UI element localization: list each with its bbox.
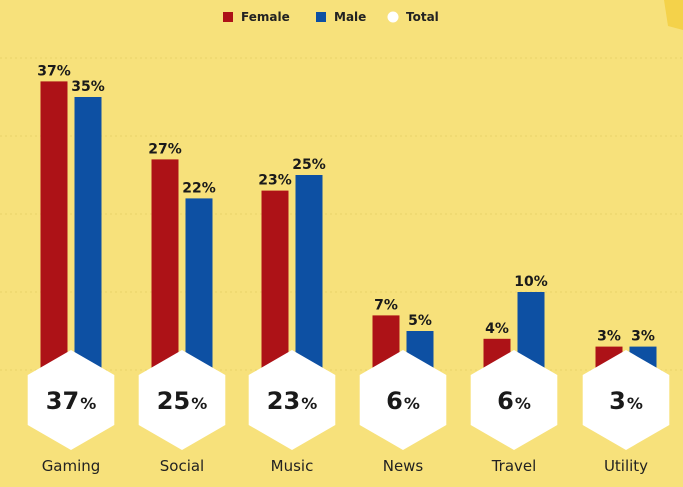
category-label-travel: Travel [491, 457, 537, 475]
total-badge-travel [470, 350, 558, 450]
total-label-music: 23% [267, 387, 317, 415]
total-badge-news [359, 350, 447, 450]
legend-label-male: Male [334, 10, 366, 24]
data-label-female-social: 27% [148, 141, 182, 157]
data-label-female-utility: 3% [597, 329, 621, 345]
bar-female-music [261, 190, 289, 370]
data-label-male-news: 5% [408, 313, 432, 329]
total-label-gaming: 37% [46, 387, 96, 415]
total-label-social: 25% [157, 387, 207, 415]
total-label-travel: 6% [497, 387, 531, 415]
data-label-female-travel: 4% [485, 321, 509, 337]
corner-decoration [664, 0, 683, 30]
total-badge-gaming [27, 350, 115, 450]
data-label-male-travel: 10% [514, 274, 548, 290]
total-badge-social [138, 350, 226, 450]
data-label-female-news: 7% [374, 297, 398, 313]
legend-label-female: Female [241, 10, 290, 24]
total-label-news: 6% [386, 387, 420, 415]
bar-labels: 37%35% 27% 22% 23%25% 7% 5% 4% 10% 3% 3% [37, 63, 655, 344]
legend-marker-total [387, 11, 399, 23]
bar-male-gaming [74, 97, 102, 370]
bar-male-music [295, 175, 323, 370]
bars [40, 81, 657, 371]
total-badges: 37% 25% 23% 6% 6% 3% [27, 350, 670, 450]
bar-male-social [185, 198, 213, 370]
total-badge-utility [582, 350, 670, 450]
data-label-male-social: 22% [182, 180, 216, 196]
legend-label-total: Total [406, 10, 439, 24]
legend: Female Male Total [223, 10, 439, 24]
bar-female-social [151, 159, 179, 370]
bar-female-gaming [40, 81, 68, 371]
category-label-utility: Utility [604, 457, 648, 475]
data-label-male-music: 25% [292, 157, 326, 173]
category-label-gaming: Gaming [42, 457, 101, 475]
data-label-male-gaming: 35% [71, 79, 105, 95]
total-badge-music [248, 350, 336, 450]
data-label-female-gaming: 37% [37, 63, 71, 79]
legend-swatch-female [223, 12, 233, 22]
data-label-male-utility: 3% [631, 329, 655, 345]
category-labels: Gaming Social Music News Travel Utility [42, 457, 648, 475]
legend-swatch-male [316, 12, 326, 22]
total-label-utility: 3% [609, 387, 643, 415]
gridlines [0, 57, 683, 371]
category-label-social: Social [160, 457, 204, 475]
category-label-music: Music [271, 457, 314, 475]
category-label-news: News [383, 457, 424, 475]
data-label-female-music: 23% [258, 173, 292, 189]
